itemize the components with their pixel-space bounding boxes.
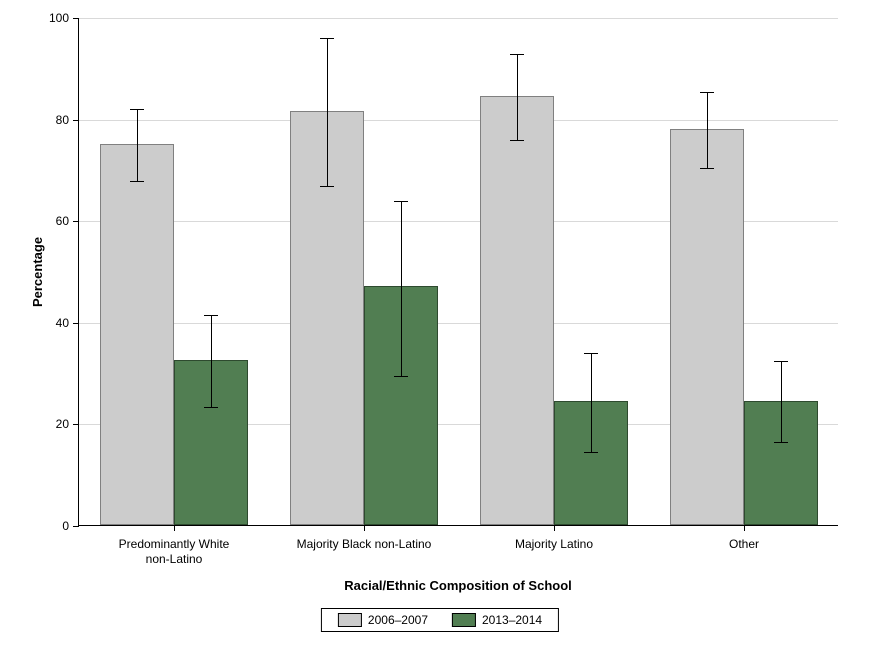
error-bar-cap — [394, 201, 408, 202]
y-tick-label: 100 — [49, 11, 79, 25]
x-category-label: Other — [649, 525, 839, 552]
bar — [100, 144, 174, 525]
error-bar-cap — [130, 181, 144, 182]
y-tick-label: 80 — [56, 113, 79, 127]
grid-line — [79, 120, 838, 121]
legend-label: 2013–2014 — [482, 613, 542, 627]
x-axis-title: Racial/Ethnic Composition of School — [78, 578, 838, 593]
legend-item: 2013–2014 — [452, 613, 542, 627]
error-bar-cap — [584, 353, 598, 354]
bar — [480, 96, 554, 525]
legend-item: 2006–2007 — [338, 613, 428, 627]
error-bar — [591, 353, 592, 452]
error-bar-cap — [584, 452, 598, 453]
error-bar — [211, 315, 212, 406]
error-bar-cap — [774, 361, 788, 362]
error-bar-cap — [204, 315, 218, 316]
plot-area: 020406080100Predominantly Whitenon-Latin… — [78, 18, 838, 526]
y-tick-label: 60 — [56, 214, 79, 228]
chart-container: 0 20 40 60 80 100 Predominantly Whitenon-Latin… — [0, 0, 880, 646]
error-bar — [517, 54, 518, 140]
x-category-label: Majority Latino — [459, 525, 649, 552]
error-bar-cap — [510, 54, 524, 55]
error-bar-cap — [510, 140, 524, 141]
bar — [670, 129, 744, 525]
error-bar-cap — [700, 168, 714, 169]
error-bar-cap — [130, 109, 144, 110]
legend-swatch — [338, 613, 362, 627]
x-category-label: Predominantly Whitenon-Latino — [79, 525, 269, 567]
error-bar-cap — [204, 407, 218, 408]
y-axis-title: Percentage — [30, 237, 45, 307]
legend-swatch — [452, 613, 476, 627]
y-tick-label: 40 — [56, 316, 79, 330]
error-bar — [781, 361, 782, 442]
error-bar — [401, 201, 402, 376]
y-tick-label: 0 — [62, 519, 79, 533]
error-bar-cap — [700, 92, 714, 93]
error-bar-cap — [320, 38, 334, 39]
grid-line — [79, 18, 838, 19]
legend-label: 2006–2007 — [368, 613, 428, 627]
legend: 2006–2007 2013–2014 — [321, 608, 559, 632]
error-bar — [707, 92, 708, 168]
y-tick-label: 20 — [56, 417, 79, 431]
error-bar-cap — [394, 376, 408, 377]
error-bar-cap — [320, 186, 334, 187]
error-bar-cap — [774, 442, 788, 443]
error-bar — [137, 109, 138, 180]
error-bar — [327, 38, 328, 185]
x-category-label: Majority Black non-Latino — [269, 525, 459, 552]
